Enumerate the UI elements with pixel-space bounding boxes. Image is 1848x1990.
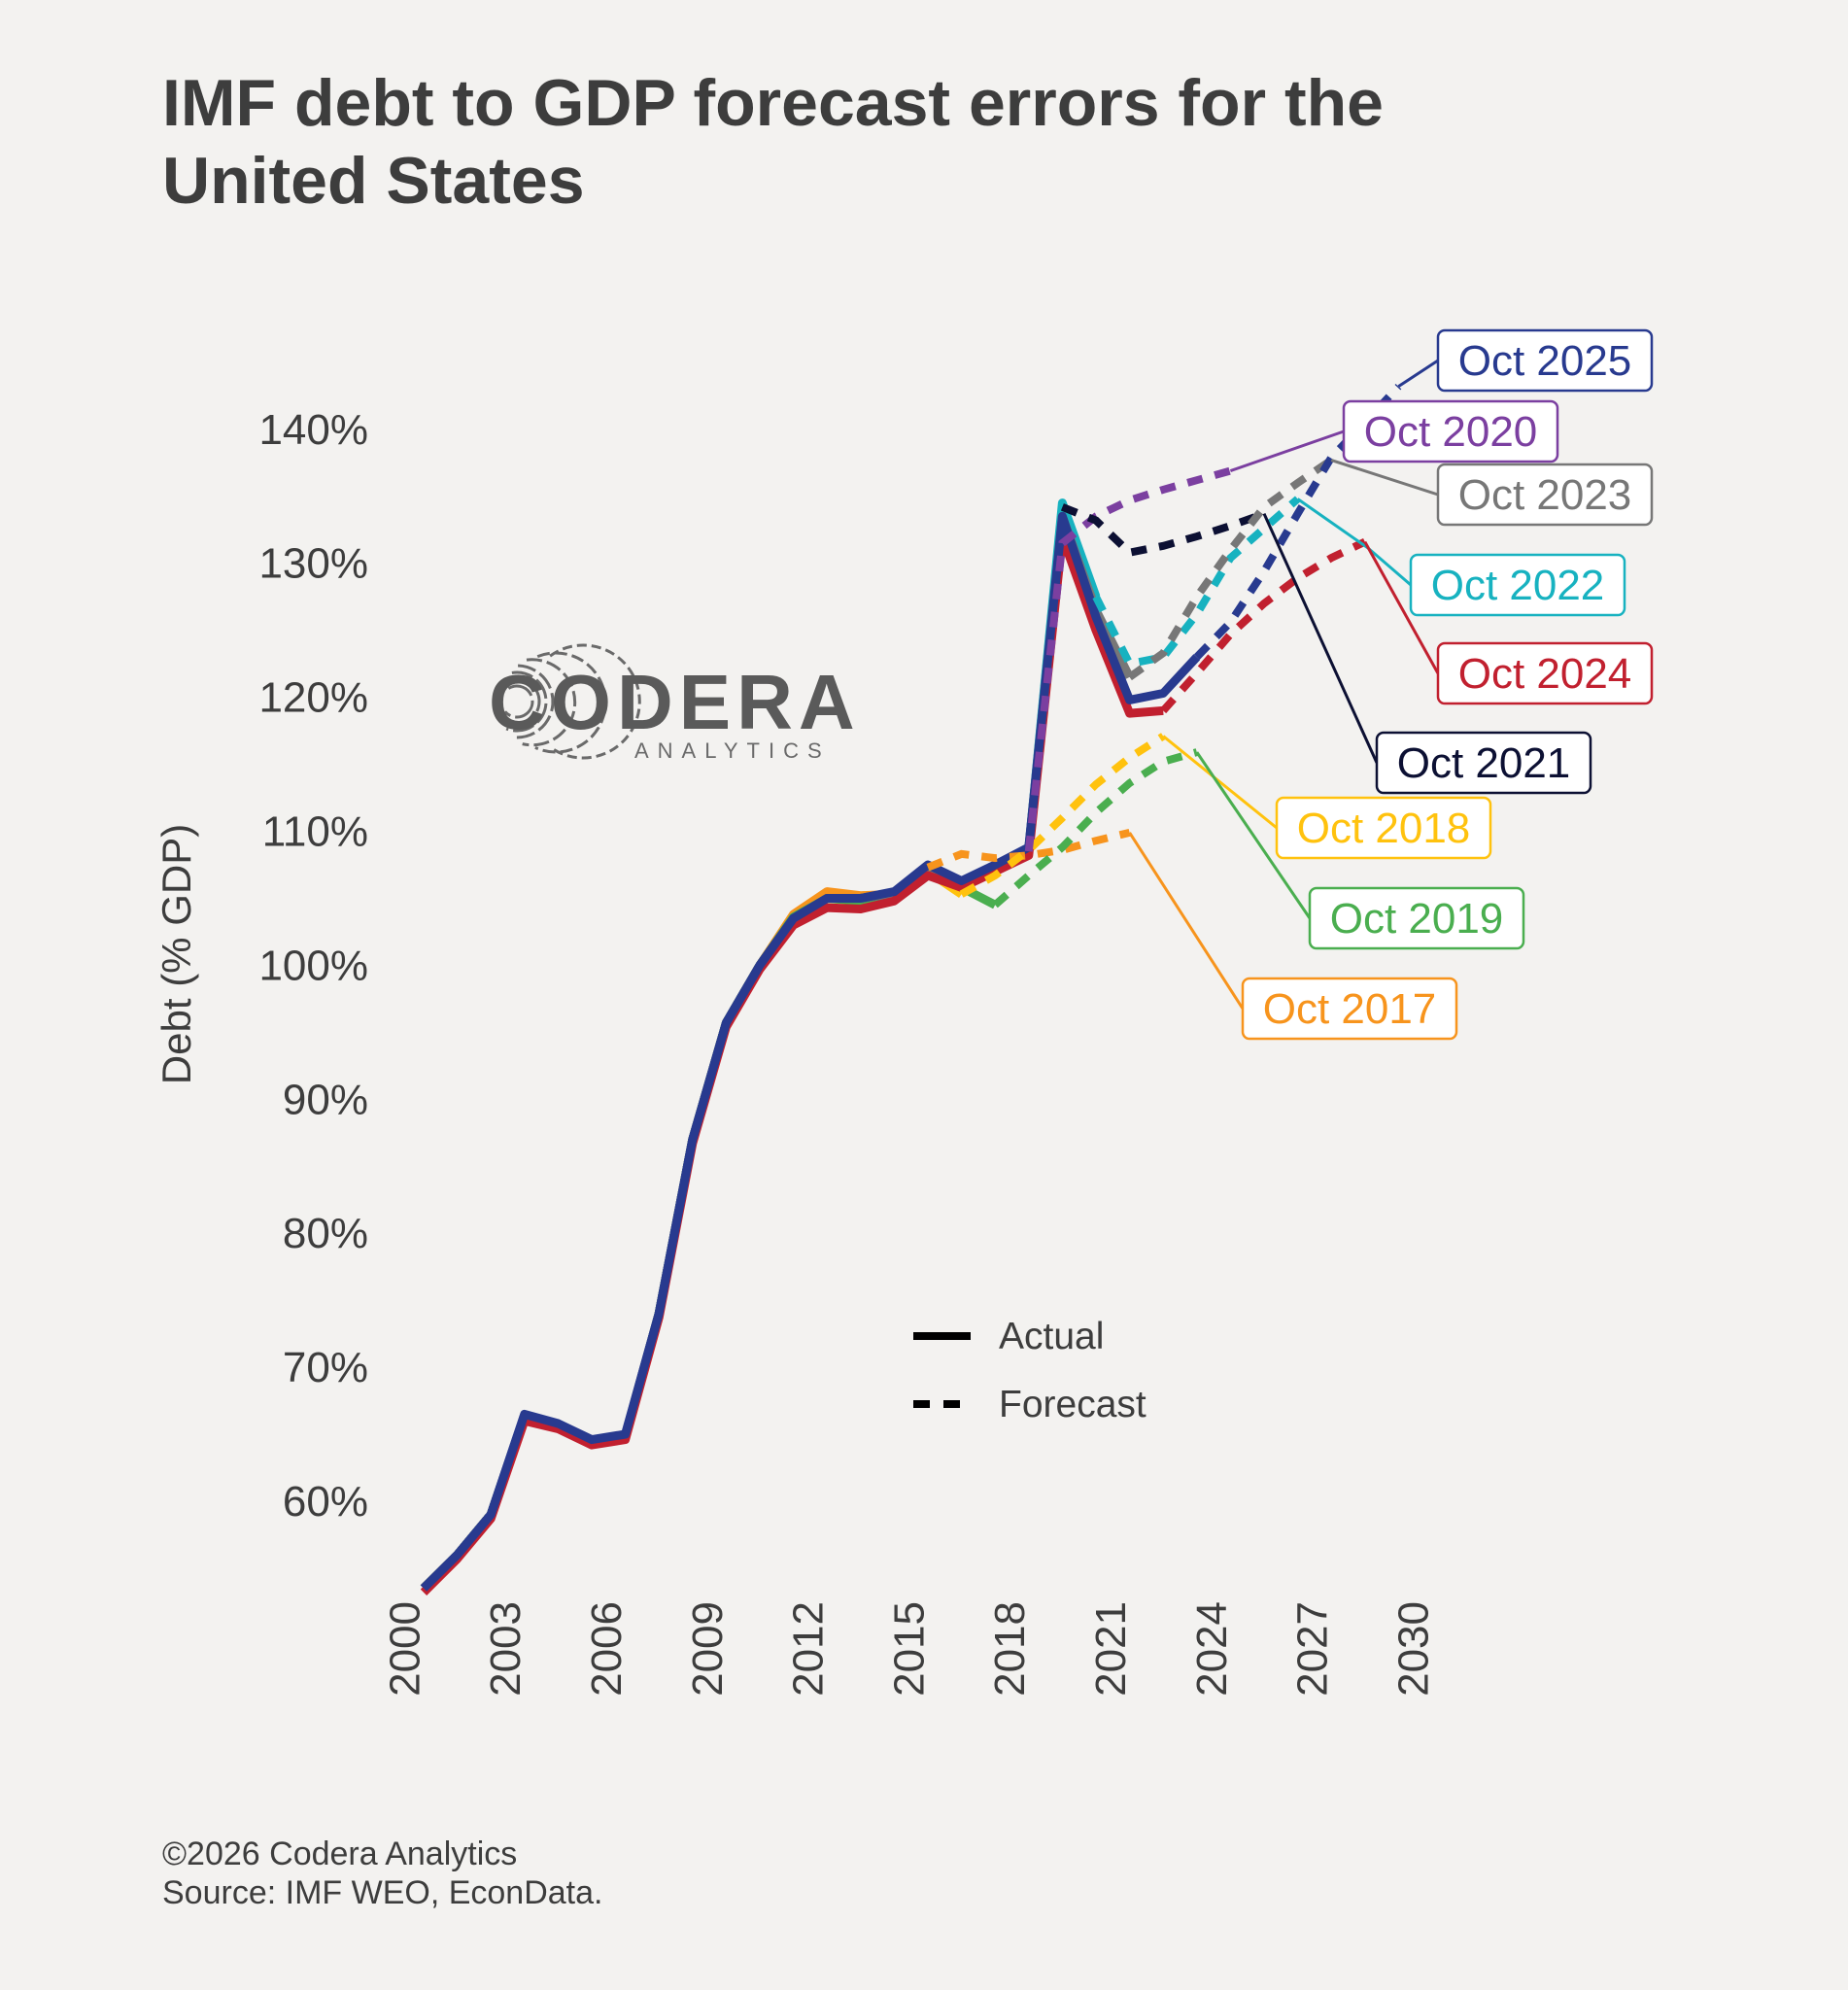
forecast-line-oct-2023 (1127, 457, 1334, 681)
series-label-box (1436, 641, 1654, 705)
x-tick-label: 2015 (885, 1601, 933, 1697)
label-connector (1162, 735, 1278, 830)
y-tick-label: 100% (258, 942, 368, 989)
logo-arc (512, 664, 555, 739)
logo-arc (503, 684, 534, 719)
x-tick-label: 2000 (381, 1601, 428, 1697)
y-tick-label: 140% (258, 406, 368, 454)
x-tick-label: 2021 (1087, 1601, 1135, 1697)
label-connector (1195, 751, 1312, 919)
source-note: Source: IMF WEO, EconData. (162, 1874, 603, 1911)
y-tick-label: 60% (283, 1478, 368, 1526)
forecast-line-oct-2020 (1024, 466, 1232, 852)
logo-mark (502, 643, 641, 760)
x-tick-label: 2012 (785, 1601, 833, 1697)
logo-arc (505, 670, 548, 733)
x-tick-label: 2006 (583, 1601, 631, 1697)
y-axis: 60% 70% 80% 90% 100% 110% 120% 130% 140% (258, 406, 368, 1526)
series-label: Oct 2022 (1431, 562, 1605, 609)
logo-subtitle: ANALYTICS (634, 738, 831, 763)
codera-logo: CODERA ANALYTICS (489, 643, 861, 763)
chart-title: IMF debt to GDP forecast errors for the … (162, 66, 1384, 218)
forecast-line-oct-2024 (1160, 537, 1367, 714)
series-label-box (1409, 553, 1626, 617)
x-tick-label: 2003 (482, 1601, 530, 1697)
y-axis-title: Debt (% GDP) (154, 824, 199, 1084)
series-label-box (1436, 463, 1654, 527)
copyright: ©2026 Codera Analytics (162, 1836, 518, 1872)
forecast-line-oct-2018 (959, 733, 1166, 898)
actual-line-oct-2019 (420, 867, 998, 1592)
series-label-box (1241, 977, 1458, 1041)
series-label: Oct 2024 (1458, 650, 1632, 698)
y-tick-label: 120% (258, 674, 368, 722)
series-label-box (1342, 399, 1559, 463)
series-label: Oct 2020 (1364, 408, 1538, 456)
series-label-box (1275, 796, 1492, 860)
series-label: Oct 2019 (1330, 895, 1504, 943)
x-tick-label: 2024 (1188, 1601, 1236, 1697)
forecast-line-oct-2017 (926, 829, 1131, 872)
y-tick-label: 80% (283, 1210, 368, 1257)
y-tick-label: 110% (262, 808, 368, 856)
series-label: Oct 2018 (1297, 805, 1471, 852)
actual-lines (420, 498, 1201, 1595)
series-label: Oct 2025 (1458, 337, 1632, 385)
y-tick-label: 70% (283, 1344, 368, 1391)
y-tick-label: 90% (283, 1076, 368, 1123)
series-label: Oct 2023 (1458, 471, 1632, 519)
series-label-box (1375, 731, 1592, 795)
actual-line-oct-2020 (420, 847, 1032, 1592)
label-connector (1128, 832, 1245, 1010)
x-tick-label: 2018 (986, 1601, 1034, 1697)
legend: Actual Forecast (913, 1316, 1146, 1425)
label-connector (1363, 540, 1440, 674)
x-axis: 2000 2003 2006 2009 2012 2015 2018 2021 2024 2027… (381, 1601, 1437, 1697)
series-label-box (1308, 886, 1525, 950)
series-labels: Oct 2017 Oct 2018 Oct 2019 Oct 2020 Oct 2021… (1128, 328, 1654, 1041)
series-label: Oct 2021 (1397, 739, 1571, 787)
x-tick-label: 2009 (684, 1601, 732, 1697)
logo-text: CODERA (489, 659, 861, 745)
forecast-line-oct-2019 (992, 748, 1198, 909)
legend-actual-label: Actual (999, 1316, 1104, 1357)
series-label-box (1436, 328, 1654, 393)
label-connector (1229, 429, 1345, 472)
logo-arc (549, 643, 641, 760)
legend-forecast-label: Forecast (999, 1384, 1146, 1425)
forecast-line-oct-2021 (1060, 503, 1266, 558)
label-connector (1397, 359, 1439, 388)
logo-arc (522, 658, 577, 747)
x-tick-label: 2030 (1389, 1601, 1437, 1697)
series-label: Oct 2017 (1263, 985, 1437, 1033)
logo-arc (534, 651, 607, 754)
label-connector (1330, 459, 1439, 497)
actual-line-oct-2025 (420, 511, 1201, 1592)
footer: ©2026 Codera Analytics Source: IMF WEO, … (162, 1835, 602, 1912)
label-connector (1262, 513, 1379, 764)
y-tick-label: 130% (258, 540, 368, 588)
x-tick-label: 2027 (1289, 1601, 1337, 1697)
logo-arc (502, 677, 541, 726)
